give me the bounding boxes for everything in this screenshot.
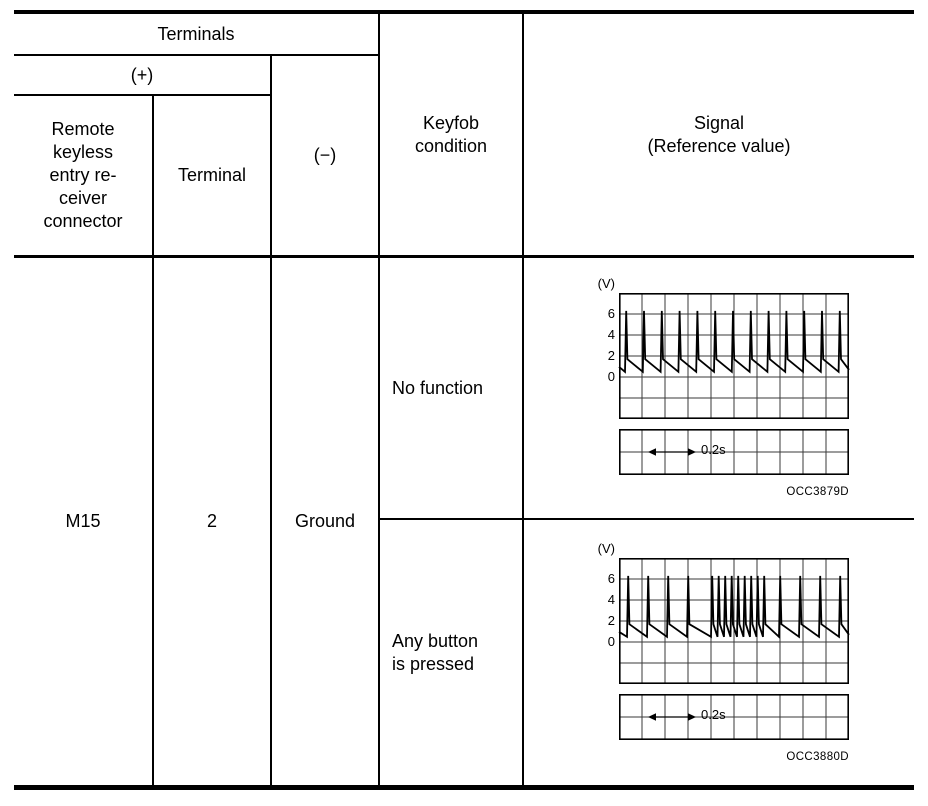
oscilloscope-figure-button-pressed: (V) 6 4 2 0 0.2s OCC3880D [589, 540, 850, 764]
scope-ytick-0: 0 [607, 633, 615, 649]
rule-col2-col3 [270, 54, 272, 785]
rule-col1-col2 [152, 94, 154, 785]
keyfob-condition-header-label: Keyfob condition [414, 112, 488, 156]
ground-value-cell: Ground [272, 258, 378, 785]
condition-label: Any button is pressed [392, 630, 479, 674]
scope-time-division-label: 0.2s [701, 442, 726, 457]
condition-cell-any-button: Any button is pressed [380, 520, 522, 785]
keyfob-condition-header: Keyfob condition [380, 14, 522, 255]
scope-timescale-strip [619, 429, 849, 476]
connector-header-label: Remote keyless entry re- ceiver connecto… [43, 119, 123, 231]
ground-value: Ground [294, 511, 356, 531]
rule-under-plus [14, 94, 272, 96]
rule-under-terminals [14, 54, 380, 56]
terminal-value: 2 [206, 511, 217, 531]
scope-ytick-6: 6 [607, 306, 615, 321]
scope-ytick-4: 4 [607, 327, 615, 342]
table-border-bottom [14, 785, 914, 790]
signal-scope-cell-1: (V) 6 4 2 0 0.2s OCC3879D [524, 258, 914, 518]
terminals-header-label: Terminals [157, 23, 235, 44]
scope-waveform-grid [618, 293, 850, 420]
scope-waveform-grid [618, 557, 850, 684]
scope-voltage-unit-label: (V) [597, 276, 615, 291]
minus-header: (−) [272, 56, 378, 255]
minus-header-label: (−) [313, 145, 337, 165]
rule-header-separator [14, 255, 914, 258]
scope-ytick-0: 0 [607, 369, 615, 384]
signal-header-label: Signal (Reference value) [647, 112, 791, 156]
terminal-value-cell: 2 [154, 258, 270, 785]
scope-ytick-2: 2 [607, 612, 615, 628]
rule-row-separator [378, 518, 914, 520]
scope-figure-id: OCC3879D [786, 486, 849, 498]
scope-figure-id: OCC3880D [786, 750, 849, 763]
terminal-header: Terminal [154, 96, 270, 255]
scope-time-division-label: 0.2s [701, 706, 726, 722]
scope-ytick-4: 4 [607, 591, 615, 607]
connector-value-cell: M15 [14, 258, 152, 785]
connector-value: M15 [65, 511, 101, 531]
scope-timescale-strip [619, 693, 849, 740]
table-border-top [14, 10, 914, 14]
signal-scope-cell-2: (V) 6 4 2 0 0.2s OCC3880D [524, 520, 914, 785]
condition-cell-no-function: No function [380, 258, 522, 518]
plus-header-label: (+) [130, 64, 154, 85]
oscilloscope-figure-no-function: (V) 6 4 2 0 0.2s OCC3879D [589, 276, 850, 499]
scope-ytick-6: 6 [607, 570, 615, 586]
plus-header: (+) [14, 56, 270, 94]
scope-ytick-2: 2 [607, 348, 615, 363]
rule-col3-col4 [378, 10, 380, 785]
signal-header: Signal (Reference value) [524, 14, 914, 255]
rule-col4-col5 [522, 10, 524, 785]
connector-header: Remote keyless entry re- ceiver connecto… [14, 96, 152, 255]
scope-voltage-unit-label: (V) [597, 540, 615, 556]
terminal-header-label: Terminal [177, 165, 247, 185]
condition-label: No function [392, 377, 484, 398]
terminals-header: Terminals [14, 14, 378, 54]
